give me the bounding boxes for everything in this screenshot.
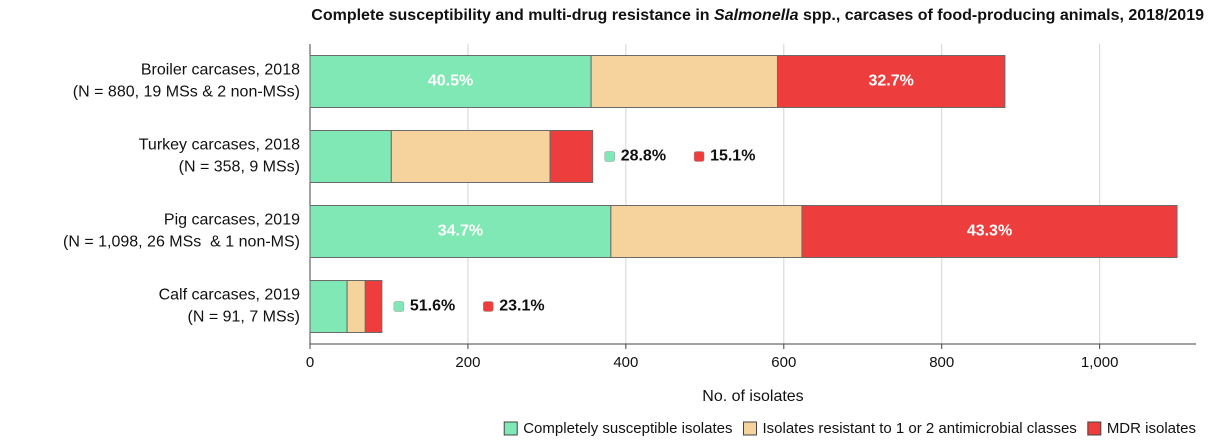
y-tick-label: Calf carcases, 2019 bbox=[159, 287, 301, 304]
bar-segment bbox=[390, 130, 551, 183]
data-label: 51.6% bbox=[410, 298, 455, 315]
x-tick-label: 800 bbox=[929, 354, 954, 371]
x-tick-label: 600 bbox=[771, 354, 796, 371]
legend-label: Completely susceptible isolates bbox=[523, 420, 732, 437]
legend-swatch bbox=[503, 421, 518, 436]
label-marker bbox=[693, 151, 705, 162]
bar-segment bbox=[801, 205, 1178, 258]
bar-segment bbox=[364, 280, 383, 333]
data-label: 23.1% bbox=[499, 298, 544, 315]
bar-segment bbox=[776, 55, 1006, 108]
legend-label: Isolates resistant to 1 or 2 antimicrobi… bbox=[763, 420, 1077, 437]
bar-segment bbox=[590, 55, 778, 108]
bar-segment bbox=[309, 280, 348, 333]
legend-swatch bbox=[1087, 421, 1102, 436]
y-tick-label: Broiler carcases, 2018 bbox=[141, 62, 300, 79]
title-part: Complete susceptibility and multi-drug r… bbox=[311, 7, 714, 24]
bar-segment bbox=[309, 205, 612, 258]
label-marker bbox=[393, 301, 405, 312]
title-part: Salmonella bbox=[714, 7, 799, 24]
y-tick-label: (N = 880, 19 MSs & 2 non-MSs) bbox=[73, 84, 300, 101]
bar-segment bbox=[309, 130, 392, 183]
data-label: 28.8% bbox=[621, 148, 666, 165]
y-tick-label: Turkey carcases, 2018 bbox=[139, 137, 300, 154]
bar-segment bbox=[346, 280, 366, 333]
x-tick-label: 0 bbox=[306, 354, 314, 371]
y-tick-label: (N = 1,098, 26 MSs & 1 non-MS) bbox=[63, 234, 300, 251]
y-tick-label: Pig carcases, 2019 bbox=[164, 212, 300, 229]
title-part: spp., carcases of food-producing animals… bbox=[799, 7, 1205, 24]
x-tick-label: 200 bbox=[455, 354, 480, 371]
data-label: 15.1% bbox=[710, 148, 755, 165]
y-tick-label: (N = 358, 9 MSs) bbox=[179, 159, 300, 176]
data-label: 34.7% bbox=[438, 223, 483, 240]
data-label: 40.5% bbox=[428, 73, 473, 90]
x-tick-label: 400 bbox=[613, 354, 638, 371]
bar-segment bbox=[610, 205, 803, 258]
chart-title: Complete susceptibility and multi-drug r… bbox=[311, 7, 1204, 24]
y-tick-label: (N = 91, 7 MSs) bbox=[188, 309, 300, 326]
data-label: 32.7% bbox=[869, 73, 914, 90]
x-tick-label: 1,000 bbox=[1081, 354, 1119, 371]
x-axis-label: No. of isolates bbox=[702, 388, 803, 405]
data-label: 43.3% bbox=[967, 223, 1012, 240]
bar-segment bbox=[549, 130, 594, 183]
legend-swatch bbox=[743, 421, 757, 436]
legend-label: MDR isolates bbox=[1107, 420, 1196, 437]
label-marker bbox=[482, 301, 494, 312]
label-marker bbox=[604, 151, 615, 162]
